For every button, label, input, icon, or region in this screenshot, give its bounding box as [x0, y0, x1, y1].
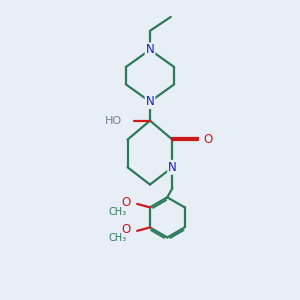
Text: O: O — [203, 133, 212, 146]
Text: N: N — [146, 43, 154, 56]
Text: CH₃: CH₃ — [109, 206, 127, 217]
Text: N: N — [146, 95, 154, 108]
Text: CH₃: CH₃ — [109, 233, 127, 244]
Text: HO: HO — [105, 116, 122, 126]
Text: N: N — [168, 161, 177, 174]
Text: O: O — [121, 196, 130, 209]
Text: O: O — [121, 223, 130, 236]
